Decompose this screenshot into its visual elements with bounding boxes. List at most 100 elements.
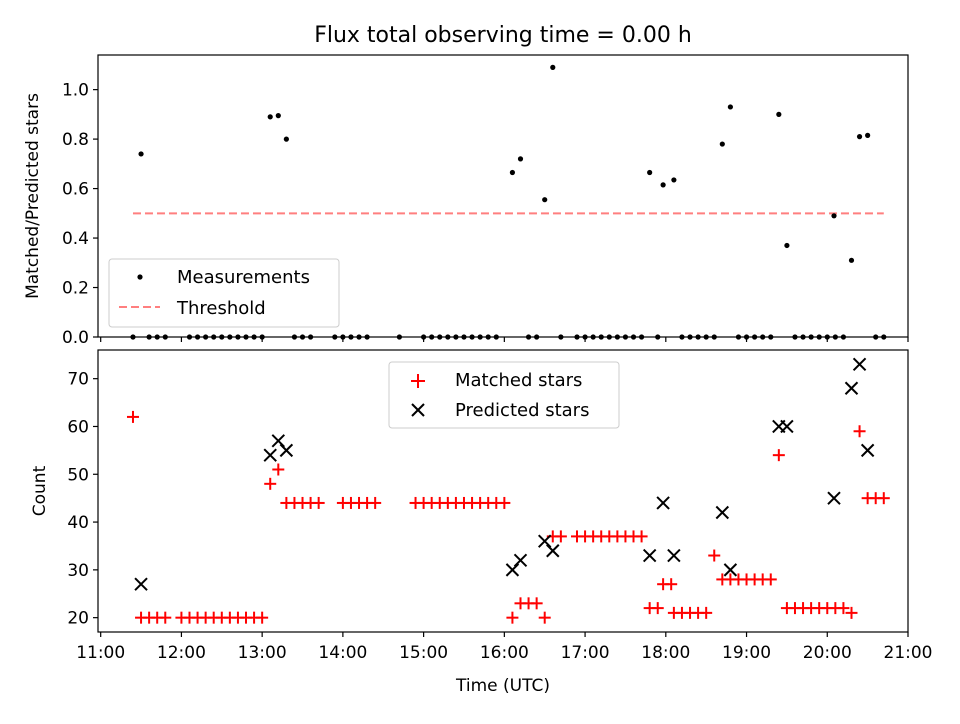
measurement-point bbox=[727, 104, 733, 110]
top-axes-frame bbox=[97, 54, 909, 338]
measurement-point bbox=[660, 182, 666, 188]
matched-star-point bbox=[853, 425, 866, 438]
top-y-axis-label: Matched/Predicted stars bbox=[23, 93, 43, 299]
measurement-point bbox=[784, 242, 790, 249]
bottom-y-axis-label: Count bbox=[30, 465, 50, 516]
legend-measurements-marker bbox=[137, 274, 143, 280]
matched-star-point bbox=[665, 578, 678, 591]
x-tick-label: 20:00 bbox=[803, 643, 852, 663]
matched-star-point bbox=[538, 611, 551, 624]
predicted-star-point bbox=[505, 563, 520, 577]
measurement-point bbox=[848, 257, 855, 263]
x-tick-label: 13:00 bbox=[238, 643, 287, 663]
predicted-star-point bbox=[723, 563, 738, 577]
measurement-point bbox=[776, 111, 782, 117]
x-tick-label: 14:00 bbox=[318, 643, 367, 663]
x-tick-label: 21:00 bbox=[884, 643, 933, 663]
matched-star-point bbox=[256, 611, 269, 624]
bottom-y-tick-label: 50 bbox=[67, 465, 89, 485]
measurement-point bbox=[647, 169, 653, 176]
bottom-y-tick-label: 40 bbox=[67, 513, 89, 533]
matched-star-point bbox=[651, 602, 664, 615]
matched-star-point bbox=[530, 597, 543, 610]
matched-star-point bbox=[369, 496, 382, 509]
legend-predicted-marker bbox=[411, 403, 425, 417]
measurement-point bbox=[509, 169, 516, 176]
top-legend-box bbox=[108, 258, 340, 328]
top-x-ticks bbox=[100, 337, 909, 342]
legend-matched-marker bbox=[411, 374, 425, 388]
bottom-legend: Matched stars Predicted stars bbox=[388, 361, 620, 429]
predicted-star-point bbox=[860, 443, 875, 458]
predicted-star-point bbox=[780, 419, 794, 434]
x-tick-label: 11:00 bbox=[76, 643, 125, 663]
matched-star-point bbox=[635, 530, 648, 543]
legend-matched-label: Matched stars bbox=[455, 370, 582, 391]
matched-star-point bbox=[708, 549, 721, 562]
measurement-point bbox=[550, 64, 556, 70]
x-tick-label: 19:00 bbox=[722, 643, 771, 663]
measurement-point bbox=[542, 197, 548, 203]
bottom-y-tick-label: 70 bbox=[67, 370, 89, 390]
top-legend: Measurements Threshold bbox=[108, 258, 340, 328]
predicted-star-point bbox=[852, 357, 867, 372]
x-tick-label: 16:00 bbox=[480, 643, 529, 663]
legend-predicted-label: Predicted stars bbox=[455, 400, 589, 421]
matched-star-point bbox=[764, 573, 777, 586]
top-y-tick-label: 0.4 bbox=[62, 229, 89, 249]
x-tick-label: 15:00 bbox=[399, 643, 448, 663]
matched-star-point bbox=[498, 496, 511, 509]
top-y-tick-label: 0.8 bbox=[62, 130, 89, 150]
predicted-star-point bbox=[656, 496, 670, 510]
measurement-point bbox=[671, 177, 677, 183]
predicted-star-point bbox=[271, 434, 286, 448]
legend-threshold-label: Threshold bbox=[176, 298, 266, 319]
matched-star-point bbox=[772, 449, 785, 462]
top-y-tick-label: 1.0 bbox=[62, 81, 89, 101]
measurement-point bbox=[517, 156, 524, 162]
bottom-y-ticks: 20 30 40 50 60 70 bbox=[67, 370, 98, 629]
predicted-star-point bbox=[827, 491, 841, 505]
matched-star-point bbox=[264, 477, 277, 490]
bottom-plot-area bbox=[126, 357, 890, 624]
bottom-y-tick-label: 60 bbox=[67, 417, 89, 437]
x-tick-label: 12:00 bbox=[157, 643, 206, 663]
predicted-star-point bbox=[263, 448, 277, 462]
measurement-point bbox=[275, 113, 281, 119]
bottom-y-tick-label: 20 bbox=[67, 609, 89, 629]
measurement-point bbox=[856, 134, 863, 140]
matched-star-point bbox=[126, 410, 139, 423]
predicted-star-point bbox=[513, 553, 528, 568]
measurement-point bbox=[719, 141, 725, 147]
top-y-tick-label: 0.2 bbox=[62, 279, 89, 299]
predicted-star-point bbox=[134, 577, 148, 591]
predicted-star-point bbox=[279, 443, 294, 458]
x-axis-label: Time (UTC) bbox=[455, 676, 550, 696]
x-tick-label: 17:00 bbox=[561, 643, 610, 663]
matched-star-point bbox=[700, 606, 713, 619]
measurement-point bbox=[283, 136, 289, 142]
measurement-point bbox=[138, 151, 144, 157]
bottom-axes-frame bbox=[97, 349, 909, 633]
predicted-star-point bbox=[546, 544, 560, 558]
measurement-point bbox=[267, 114, 273, 120]
matched-star-point bbox=[506, 611, 519, 624]
bottom-x-ticks: 11:00 12:00 13:00 14:00 15:00 16:00 17:00 18:00… bbox=[76, 632, 933, 663]
matched-star-point bbox=[845, 606, 858, 619]
bottom-y-tick-label: 30 bbox=[67, 561, 89, 581]
top-y-tick-label: 0.0 bbox=[62, 328, 89, 348]
matched-star-point bbox=[312, 496, 325, 509]
predicted-star-point bbox=[538, 534, 552, 548]
chart-title: Flux total observing time = 0.00 h bbox=[314, 23, 692, 48]
x-tick-label: 18:00 bbox=[641, 643, 690, 663]
predicted-star-point bbox=[844, 381, 859, 395]
predicted-star-point bbox=[642, 548, 657, 563]
matched-star-point bbox=[159, 611, 172, 624]
predicted-star-point bbox=[667, 548, 681, 563]
legend-measurements-label: Measurements bbox=[177, 267, 310, 288]
top-y-ticks: 0.0 0.2 0.4 0.6 0.8 1.0 bbox=[62, 81, 98, 348]
matched-star-point bbox=[272, 463, 285, 476]
predicted-star-point bbox=[715, 505, 730, 520]
measurement-point bbox=[865, 132, 871, 138]
